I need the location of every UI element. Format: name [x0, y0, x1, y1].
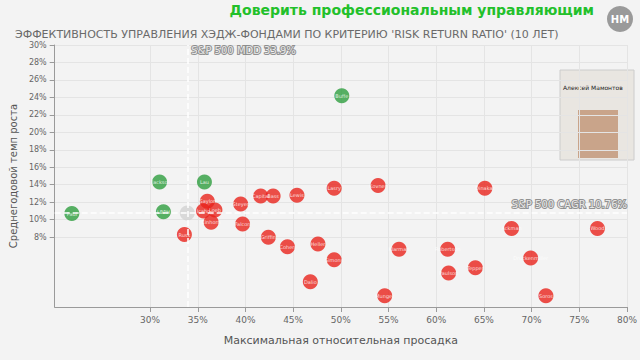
- svg-text:70%: 70%: [522, 315, 542, 325]
- svg-text:НМ: НМ: [611, 14, 629, 25]
- svg-text:30%: 30%: [140, 315, 160, 325]
- svg-text:Wood: Wood: [590, 225, 604, 231]
- svg-text:22%: 22%: [29, 110, 47, 119]
- svg-text:12%: 12%: [29, 198, 47, 207]
- svg-text:8%: 8%: [34, 233, 47, 242]
- svg-text:Griffin: Griffin: [261, 234, 276, 240]
- svg-text:45%: 45%: [283, 315, 303, 325]
- svg-text:Kovner: Kovner: [369, 183, 387, 189]
- svg-text:50%: 50%: [331, 315, 351, 325]
- svg-text:Icahn: Icahn: [196, 207, 211, 214]
- svg-text:26%: 26%: [29, 75, 47, 84]
- svg-text:60%: 60%: [426, 315, 446, 325]
- svg-text:Ackman: Ackman: [502, 225, 522, 231]
- svg-text:Cohen: Cohen: [279, 244, 295, 250]
- svg-text:10%: 10%: [29, 215, 47, 224]
- svg-text:LBPH: LBPH: [157, 209, 170, 215]
- svg-text:Доверить профессиональным упра: Доверить профессиональным управляющим: [230, 2, 594, 18]
- svg-text:Алексей Мамонтов: Алексей Мамонтов: [563, 84, 623, 91]
- svg-text:Максимальная относительная про: Максимальная относительная просадка: [224, 334, 458, 347]
- svg-text:Среднегодовой темп роста: Среднегодовой темп роста: [8, 104, 19, 248]
- svg-text:Lewis: Lewis: [290, 192, 304, 198]
- svg-text:Rusk: Rusk: [178, 231, 191, 238]
- svg-text:Capital: Capital: [251, 193, 270, 200]
- svg-text:16%: 16%: [29, 163, 47, 172]
- svg-text:20%: 20%: [29, 128, 47, 137]
- svg-text:Dinakar: Dinakar: [475, 185, 495, 191]
- svg-text:Steyer: Steyer: [233, 201, 250, 208]
- svg-text:55%: 55%: [379, 315, 399, 325]
- svg-text:Paul: Paul: [66, 210, 78, 217]
- svg-text:Dalio: Dalio: [304, 279, 317, 285]
- svg-text:40%: 40%: [235, 315, 255, 325]
- svg-text:Lau: Lau: [200, 179, 209, 185]
- svg-text:65%: 65%: [474, 315, 494, 325]
- svg-text:Heller: Heller: [311, 241, 327, 247]
- svg-text:Einhorn: Einhorn: [202, 219, 221, 225]
- svg-text:Druckenmiller: Druckenmiller: [513, 255, 549, 261]
- svg-text:28%: 28%: [29, 58, 47, 67]
- svg-text:Jackso: Jackso: [151, 179, 168, 185]
- svg-text:Simons: Simons: [325, 257, 344, 263]
- svg-text:24%: 24%: [29, 93, 47, 102]
- svg-text:Saylor: Saylor: [199, 198, 216, 205]
- svg-text:Robertson: Robertson: [435, 246, 460, 252]
- svg-text:Lasry: Lasry: [327, 185, 341, 192]
- svg-text:80%: 80%: [617, 315, 637, 325]
- svg-text:Buffe: Buffe: [335, 93, 348, 99]
- svg-text:ЭФФЕКТИВНОСТЬ УПРАВЛЕНИЯ ХЭДЖ-: ЭФФЕКТИВНОСТЬ УПРАВЛЕНИЯ ХЭДЖ-ФОНДАМИ ПО…: [15, 28, 559, 41]
- svg-text:Falcon: Falcon: [235, 221, 251, 227]
- svg-text:Soros: Soros: [539, 293, 553, 299]
- svg-text:S&P 500 MDD 33.9%: S&P 500 MDD 33.9%: [191, 45, 296, 56]
- svg-text:75%: 75%: [569, 315, 589, 325]
- svg-text:18%: 18%: [29, 145, 47, 154]
- svg-text:Tepper: Tepper: [466, 265, 485, 272]
- svg-text:30%: 30%: [29, 41, 47, 50]
- svg-text:35%: 35%: [188, 315, 208, 325]
- svg-text:Klarman: Klarman: [389, 246, 410, 252]
- svg-text:14%: 14%: [29, 180, 47, 189]
- svg-text:Loeb: Loeb: [209, 207, 221, 213]
- svg-text:Munger: Munger: [375, 293, 395, 300]
- svg-text:Paulson: Paulson: [439, 270, 458, 276]
- svg-text:S&P 500 CAGR 10.76%: S&P 500 CAGR 10.76%: [512, 199, 627, 210]
- svg-text:Bass: Bass: [267, 193, 279, 199]
